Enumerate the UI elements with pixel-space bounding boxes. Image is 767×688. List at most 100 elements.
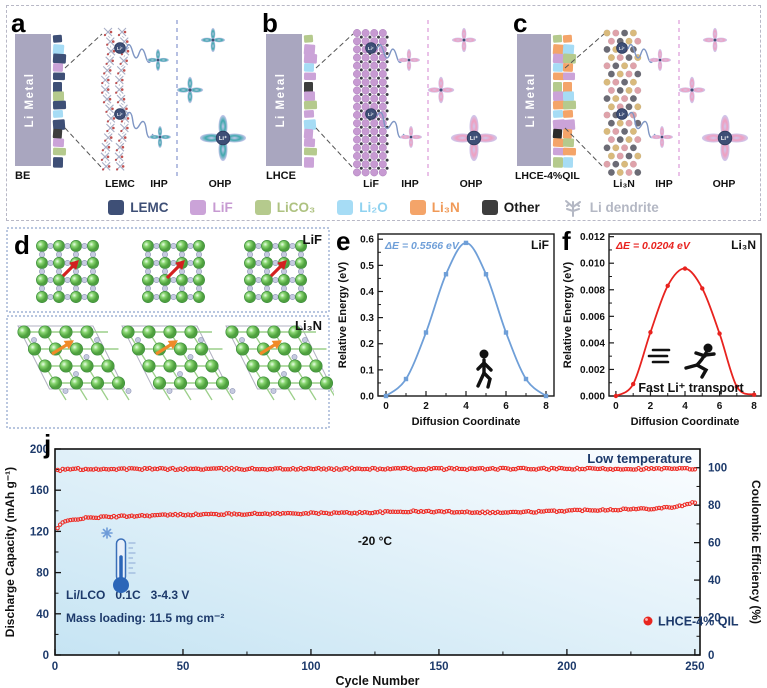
right-tick-label: 20 <box>708 613 721 625</box>
sei-block <box>303 138 316 148</box>
y-tick-label: 0.008 <box>580 285 605 296</box>
x-tick-label: 0 <box>383 401 389 412</box>
li-ion <box>365 108 377 120</box>
right-tick-label: 80 <box>708 500 721 512</box>
chart-j-cycling: 0 50 100 150 200 250 0 40 80 120 160 200 0 20 40 60 80 10… <box>3 429 763 688</box>
legend-label: LiCO₃ <box>276 199 316 215</box>
panel-letter: j <box>43 433 51 459</box>
legend-swatch <box>337 199 354 215</box>
sei-block <box>562 100 577 110</box>
lif-structure-label: LiF <box>303 232 323 247</box>
sei-block <box>52 147 67 156</box>
y-tick-label: 0.4 <box>360 287 374 298</box>
legend-swatch <box>108 199 125 215</box>
sei-block <box>303 72 317 81</box>
legend-item-5: Other <box>481 199 540 215</box>
sei-block <box>563 82 572 93</box>
li-ion <box>114 108 126 120</box>
solvation-flower-icon <box>649 49 671 71</box>
x-axis-label: Cycle Number <box>335 674 419 688</box>
y-tick-label: 0.002 <box>580 365 605 376</box>
ohp-label: OHP <box>460 178 483 190</box>
thermometer-icon <box>101 527 136 593</box>
legend-label: Other <box>503 199 540 215</box>
diffusion-arrow-icon <box>167 340 178 350</box>
x-tick-label: 200 <box>557 661 576 673</box>
sei-block <box>303 91 316 101</box>
sei-block <box>562 138 575 148</box>
panel-a-illustration: Li⁺ Li⁺ Li⁺ a Li Metal BE LEMC IHP OHP <box>11 8 247 190</box>
lif-lattice <box>244 240 307 303</box>
right-tick-label: 60 <box>708 538 721 550</box>
y-tick-label: 0.0 <box>360 392 374 403</box>
lif-lattice <box>36 240 99 303</box>
legend-item-2: LiCO₃ <box>254 199 316 215</box>
li-ion-path <box>125 111 154 139</box>
y-tick-label: 0.3 <box>360 313 374 324</box>
li-metal-label: Li Metal <box>525 73 537 128</box>
x-tick-label: 8 <box>543 401 549 412</box>
li3n-lattice <box>225 325 334 401</box>
legend-item-0: LEMC <box>108 199 168 215</box>
walking-person-icon <box>476 349 493 389</box>
solvation-flower-icon <box>147 49 169 71</box>
diffusion-arrow-icon <box>271 340 282 350</box>
sei-block <box>52 34 63 43</box>
right-axis-label: Coulombic Efficiency (%) <box>749 480 763 624</box>
legend-label: LiF <box>212 199 233 215</box>
sei-block <box>552 100 567 110</box>
solvation-flower-icon <box>149 126 171 148</box>
diffusion-arrow-icon <box>63 340 74 350</box>
legend-swatch <box>409 199 426 215</box>
delta-e-annotation: ΔE = 0.0204 eV <box>615 240 691 252</box>
fast-transport-label: Fast Li⁺ transport <box>638 381 744 395</box>
legend-item-6: Li dendrite <box>562 197 659 217</box>
sei-block <box>552 72 566 81</box>
li-dendrite-icon <box>564 200 581 217</box>
schematic-row: Li⁺ Li⁺ Li⁺ a Li Metal BE LEMC IHP OHP Li⁺… <box>7 8 760 194</box>
svg-text:Li⁺: Li⁺ <box>619 46 625 51</box>
x-tick-label: 150 <box>429 661 448 673</box>
sei-block <box>552 63 564 72</box>
sei-block <box>52 138 65 148</box>
left-tick-label: 0 <box>43 650 49 662</box>
sei-block <box>562 34 573 43</box>
sei-block <box>304 82 313 93</box>
y-tick-label: 0.2 <box>360 339 374 350</box>
sei-block <box>52 44 65 56</box>
sei-block <box>52 53 67 64</box>
electrode-label: BE <box>15 170 30 182</box>
lif-lattice <box>142 240 205 303</box>
li-metal-label: Li Metal <box>275 73 287 128</box>
sei-block <box>562 147 577 156</box>
x-tick-label: 6 <box>503 401 509 412</box>
svg-text:Li⁺: Li⁺ <box>368 46 374 51</box>
sei-block <box>52 63 64 72</box>
x-tick-label: 4 <box>463 401 469 412</box>
legend-swatch <box>190 199 207 215</box>
bottom-row: 0 50 100 150 200 250 0 40 80 120 160 200 0 20 40 60 80 10… <box>0 429 767 688</box>
x-tick-label: 100 <box>301 661 320 673</box>
layer-label: LiF <box>363 178 379 190</box>
legend-label: LHCE-4% QIL <box>658 615 739 629</box>
li-ion <box>616 108 628 120</box>
lif-structure-box <box>6 227 330 313</box>
y-tick-label: 0.000 <box>580 392 605 403</box>
x-axis-label: Diffusion Coordinate <box>412 416 521 428</box>
li3n-structure-label: Li₃N <box>295 318 322 333</box>
li-ion <box>114 42 126 54</box>
ihp-label: IHP <box>655 178 673 190</box>
sei-block <box>552 44 565 56</box>
low-temperature-label: Low temperature <box>587 451 692 466</box>
svg-text:Li⁺: Li⁺ <box>721 135 729 142</box>
svg-text:Li⁺: Li⁺ <box>619 112 625 117</box>
sei-block <box>303 147 318 156</box>
solvation-flower-icon <box>200 27 226 53</box>
right-tick-label: 0 <box>708 650 714 662</box>
diffusion-arrow-icon <box>175 260 185 270</box>
li-metal-electrode <box>15 34 51 166</box>
sei-block <box>52 110 64 118</box>
delta-e-annotation: ΔE = 0.5566 eV <box>384 240 460 252</box>
left-tick-label: 200 <box>30 444 49 456</box>
right-tick-label: 40 <box>708 575 721 587</box>
